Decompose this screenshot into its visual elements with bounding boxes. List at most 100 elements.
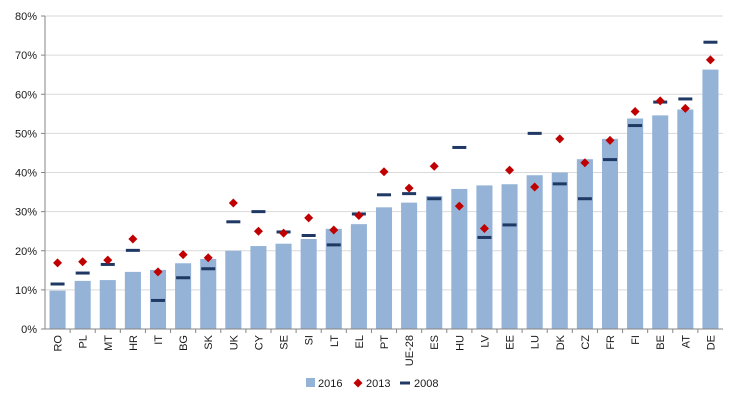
marker-2013 (228, 198, 238, 208)
markers-2013 (53, 55, 715, 277)
y-tick-label: 20% (15, 246, 37, 258)
bar-2016 (275, 243, 292, 329)
marker-2013 (128, 234, 138, 244)
x-tick-label: LT (329, 335, 341, 347)
bar-2016 (250, 246, 267, 329)
marker-2008 (125, 248, 140, 252)
y-tick-label: 50% (15, 128, 37, 140)
x-tick-label: PT (379, 335, 391, 349)
x-tick-label: ES (429, 335, 441, 350)
x-tick-label: UK (228, 334, 240, 350)
y-tick-label: 0% (21, 324, 37, 336)
bar-2016 (576, 159, 593, 329)
legend-label-2008: 2008 (414, 378, 438, 390)
marker-2013 (153, 267, 163, 277)
marker-2008 (251, 210, 266, 214)
x-tick-label: SI (304, 335, 316, 345)
marker-2008 (703, 40, 718, 44)
marker-2013 (404, 183, 414, 193)
legend: 2016 2013 2008 (306, 378, 438, 390)
marker-2013 (580, 158, 590, 168)
bar-2016 (627, 118, 644, 329)
x-tick-label: MT (103, 335, 115, 351)
marker-2013 (505, 165, 515, 175)
marker-2008 (427, 197, 442, 201)
marker-2013 (555, 134, 565, 144)
bar-2016 (225, 250, 242, 329)
legend-swatch-2008 (400, 381, 410, 385)
marker-2013 (429, 161, 439, 171)
marker-2008 (326, 243, 341, 247)
bar-2016 (451, 188, 468, 329)
bar-2016 (601, 138, 619, 329)
marker-2013 (279, 228, 289, 238)
x-tick-label: FI (630, 335, 642, 345)
y-tick-label: 10% (15, 285, 37, 297)
x-tick-label: RO (53, 335, 65, 352)
marker-2013 (253, 226, 263, 236)
legend-label-2016: 2016 (318, 378, 342, 390)
bar-2016 (350, 224, 367, 329)
x-tick-label: DE (705, 335, 717, 350)
bar-2016 (375, 207, 393, 329)
marker-2008 (452, 145, 467, 149)
x-tick-label: HR (128, 335, 140, 351)
marker-2013 (78, 257, 88, 267)
marker-2008 (628, 124, 643, 128)
x-tick-label: IT (153, 335, 165, 345)
bar-2016 (325, 228, 342, 329)
x-tick-label: UE-28 (404, 335, 416, 366)
bars-2016 (49, 69, 719, 329)
y-tick-label: 60% (15, 89, 37, 101)
x-tick-label: CZ (580, 335, 592, 350)
marker-2008 (477, 235, 492, 239)
marker-2008 (502, 223, 517, 227)
y-axis-ticks: 0% 10% 20% 30% 40% 50% 60% 70% 80% (15, 11, 45, 336)
marker-2013 (53, 258, 63, 268)
x-tick-label: BG (178, 335, 190, 351)
marker-2008 (176, 276, 191, 280)
marker-2008 (226, 220, 241, 224)
bar-2016 (124, 271, 141, 329)
x-tick-label: FR (605, 335, 617, 350)
bar-2016 (401, 202, 418, 329)
marker-2008 (377, 193, 391, 197)
x-tick-label: SE (279, 335, 291, 350)
marker-2013 (479, 223, 489, 233)
y-tick-label: 30% (15, 207, 37, 219)
marker-2013 (379, 167, 389, 177)
x-tick-label: BE (655, 335, 667, 350)
marker-2013 (605, 135, 615, 145)
marker-2013 (630, 106, 640, 116)
marker-2013 (203, 253, 213, 263)
marker-2008 (301, 233, 316, 237)
bar-2016 (702, 69, 719, 329)
x-tick-label: SK (203, 334, 215, 349)
marker-2008 (151, 298, 165, 302)
marker-2008 (603, 158, 617, 162)
x-tick-label: EL (354, 335, 366, 348)
bar-2016 (652, 115, 669, 329)
marker-2008 (201, 267, 216, 271)
bar-2016 (74, 280, 91, 329)
bar-2016 (99, 280, 116, 329)
marker-2008 (402, 192, 417, 196)
x-tick-label: CY (253, 334, 265, 350)
marker-2013 (454, 201, 464, 211)
bar-2016 (476, 185, 493, 329)
marker-2008 (527, 131, 542, 135)
bar-2016 (677, 109, 694, 329)
bar-2016 (551, 172, 568, 329)
marker-2013 (304, 213, 314, 223)
bar-2016 (49, 290, 66, 329)
marker-2013 (103, 255, 113, 265)
x-tick-label: LV (479, 334, 491, 347)
legend-swatch-2013 (353, 378, 363, 388)
bar-2016 (526, 175, 543, 329)
x-tick-label: DK (555, 334, 567, 350)
x-tick-label: HU (454, 335, 466, 351)
marker-2013 (354, 211, 364, 221)
marker-2013 (329, 225, 339, 235)
legend-label-2013: 2013 (366, 378, 390, 390)
